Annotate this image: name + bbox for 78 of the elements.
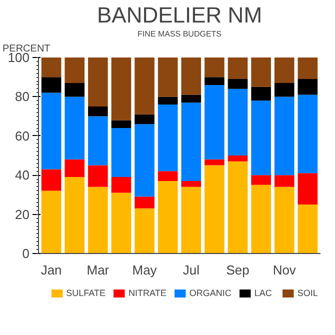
bar [64,159,85,178]
bar [158,180,178,254]
bar [158,171,178,181]
chart-subtitle: FINE MASS BUDGETS [137,30,222,38]
y-tick-label: 20 [15,206,30,222]
x-tick-label: Mar [86,262,110,278]
bar [228,161,248,254]
bar [274,58,294,83]
bar [88,58,108,106]
bar [204,77,224,85]
bar [64,96,85,160]
bar [228,58,248,80]
bar [274,82,294,97]
x-tick-label: Jan [40,262,62,278]
x-tick-label: May [132,262,158,278]
bar [204,159,224,166]
bar [298,58,318,80]
bar [64,58,85,83]
bar [64,82,85,97]
bar [228,156,248,162]
bar [88,165,108,187]
bar [251,86,271,101]
bar [134,114,154,124]
bar [228,79,248,89]
bar [181,58,202,95]
bar [158,58,178,97]
bar [158,96,178,105]
bar [251,58,271,87]
bar [41,77,62,93]
y-tick-label: 40 [15,168,30,183]
bar [204,58,224,78]
bar [298,173,318,204]
bar [41,92,62,170]
x-tick-label: Jul [182,262,200,278]
bar [274,96,294,176]
bar [181,186,202,254]
bar [274,175,294,187]
bar [111,58,132,120]
legend-label: LAC [254,288,273,298]
bar [204,165,224,254]
bar [41,190,62,254]
bar [41,58,62,78]
legend-label: ORGANIC [189,288,232,298]
bar [204,84,224,160]
bar [274,186,294,254]
bar [134,58,154,114]
bar [181,180,202,187]
x-tick-label: Nov [272,262,296,278]
bar [298,79,318,95]
bar [251,184,271,254]
bar [41,169,62,191]
bar [134,196,154,208]
bar [158,104,178,172]
bar [298,94,318,174]
bar [111,120,132,128]
y-tick-label: 0 [22,246,30,261]
bar [111,192,132,254]
chart-title: BANDELIER NM [96,2,262,28]
legend-label: SOIL [297,288,318,298]
bar [298,204,318,254]
bar [111,128,132,178]
bar [181,94,202,103]
bar [64,177,85,254]
bar [134,208,154,254]
bar [134,124,154,197]
x-tick-label: Sep [226,262,250,278]
y-tick-label: 80 [15,89,30,104]
y-tick-label: 60 [15,128,30,144]
legend-label: NITRATE [128,288,166,298]
bar [111,177,132,193]
bar [181,102,202,181]
bar [228,88,248,156]
bar [88,116,108,166]
bar [251,100,271,176]
bar [88,106,108,116]
legend-label: SULFATE [66,288,106,298]
bar [251,175,271,185]
bar [88,186,108,254]
